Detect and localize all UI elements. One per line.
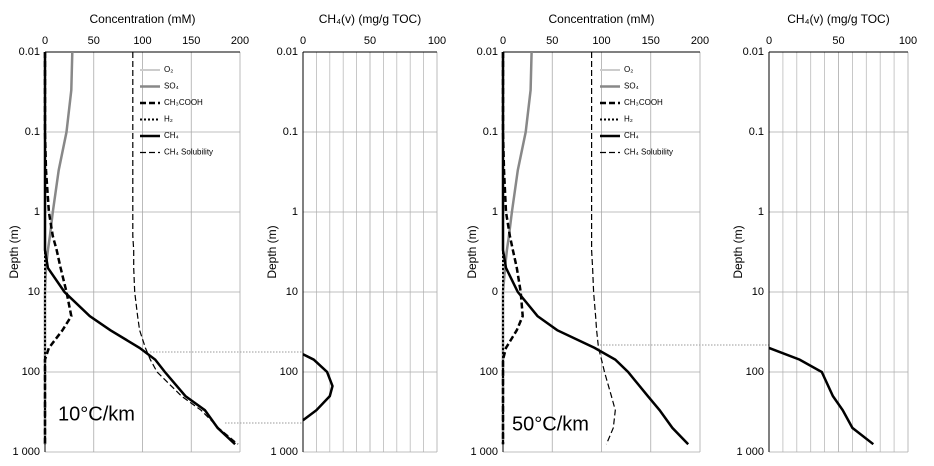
x-tick-label: 100 (428, 35, 446, 47)
x-axis-title: Concentration (mM) (548, 12, 654, 26)
y-tick-label: 0 (492, 286, 498, 298)
y-tick-label: 0.01 (277, 46, 298, 58)
y-axis-title: Depth (m) (7, 225, 21, 278)
y-tick-label: 0.1 (25, 126, 40, 138)
x-axis-title: Concentration (mM) (89, 12, 195, 26)
y-tick-label: 1 (34, 206, 40, 218)
y-tick-label: 100 (22, 366, 40, 378)
y-tick-label: 0.01 (743, 46, 764, 58)
y-tick-label: 10 (28, 286, 40, 298)
y-tick-label: 0.01 (477, 46, 498, 58)
legend-label: O₂ (164, 65, 173, 74)
x-axis-title: CH₄(v) (mg/g TOC) (787, 12, 889, 26)
y-tick-label: 10 (286, 286, 298, 298)
y-tick-label: 0.1 (483, 126, 498, 138)
legend-label: O₂ (624, 65, 633, 74)
y-tick-label: 1 000 (270, 446, 298, 458)
annotation: 10°C/km (58, 403, 135, 425)
x-tick-label: 100 (899, 35, 917, 47)
x-tick-label: 50 (364, 35, 376, 47)
y-tick-label: 1 000 (736, 446, 764, 458)
y-tick-label: 0.1 (749, 126, 764, 138)
legend-label: CH₄ (624, 131, 639, 140)
legend-label: CH₃COOH (624, 98, 663, 107)
x-tick-label: 150 (642, 35, 660, 47)
y-tick-label: 0.1 (283, 126, 298, 138)
legend-label: SO₄ (164, 82, 179, 91)
y-tick-label: 100 (480, 366, 498, 378)
legend-label: SO₄ (624, 82, 639, 91)
y-tick-label: 100 (280, 366, 298, 378)
x-tick-label: 200 (231, 35, 249, 47)
y-axis-title: Depth (m) (731, 225, 745, 278)
line-series (591, 52, 616, 445)
y-tick-label: 10 (752, 286, 764, 298)
y-axis-title: Depth (m) (465, 225, 479, 278)
y-tick-label: 1 (292, 206, 298, 218)
line-series (132, 52, 239, 445)
x-tick-label: 150 (182, 35, 200, 47)
y-tick-label: 0.01 (19, 46, 40, 58)
x-tick-label: 50 (546, 35, 558, 47)
y-axis-title: Depth (m) (265, 225, 279, 278)
legend-label: CH₃COOH (164, 98, 203, 107)
legend-label: H₂ (164, 115, 173, 124)
legend-label: CH₄ Solubility (164, 148, 213, 157)
x-tick-label: 0 (42, 35, 48, 47)
annotation: 50°C/km (512, 413, 589, 435)
x-tick-label: 0 (766, 35, 772, 47)
x-tick-label: 100 (592, 35, 610, 47)
x-tick-label: 50 (832, 35, 844, 47)
y-tick-label: 1 000 (470, 446, 498, 458)
y-tick-label: 1 (758, 206, 764, 218)
x-tick-label: 0 (500, 35, 506, 47)
legend-label: CH₄ Solubility (624, 148, 673, 157)
line-series (501, 51, 533, 445)
y-tick-label: 1 (492, 206, 498, 218)
legend-label: CH₄ (164, 131, 179, 140)
legend-label: H₂ (624, 115, 633, 124)
y-tick-label: 1 000 (12, 446, 40, 458)
x-tick-label: 50 (88, 35, 100, 47)
x-tick-label: 100 (133, 35, 151, 47)
x-axis-title: CH₄(v) (mg/g TOC) (319, 12, 421, 26)
line-series (302, 353, 334, 422)
line-series (501, 52, 690, 446)
x-tick-label: 0 (300, 35, 306, 47)
line-series (768, 346, 875, 446)
x-tick-label: 200 (691, 35, 709, 47)
y-tick-label: 100 (746, 366, 764, 378)
line-series (43, 52, 236, 446)
line-series (43, 51, 74, 445)
